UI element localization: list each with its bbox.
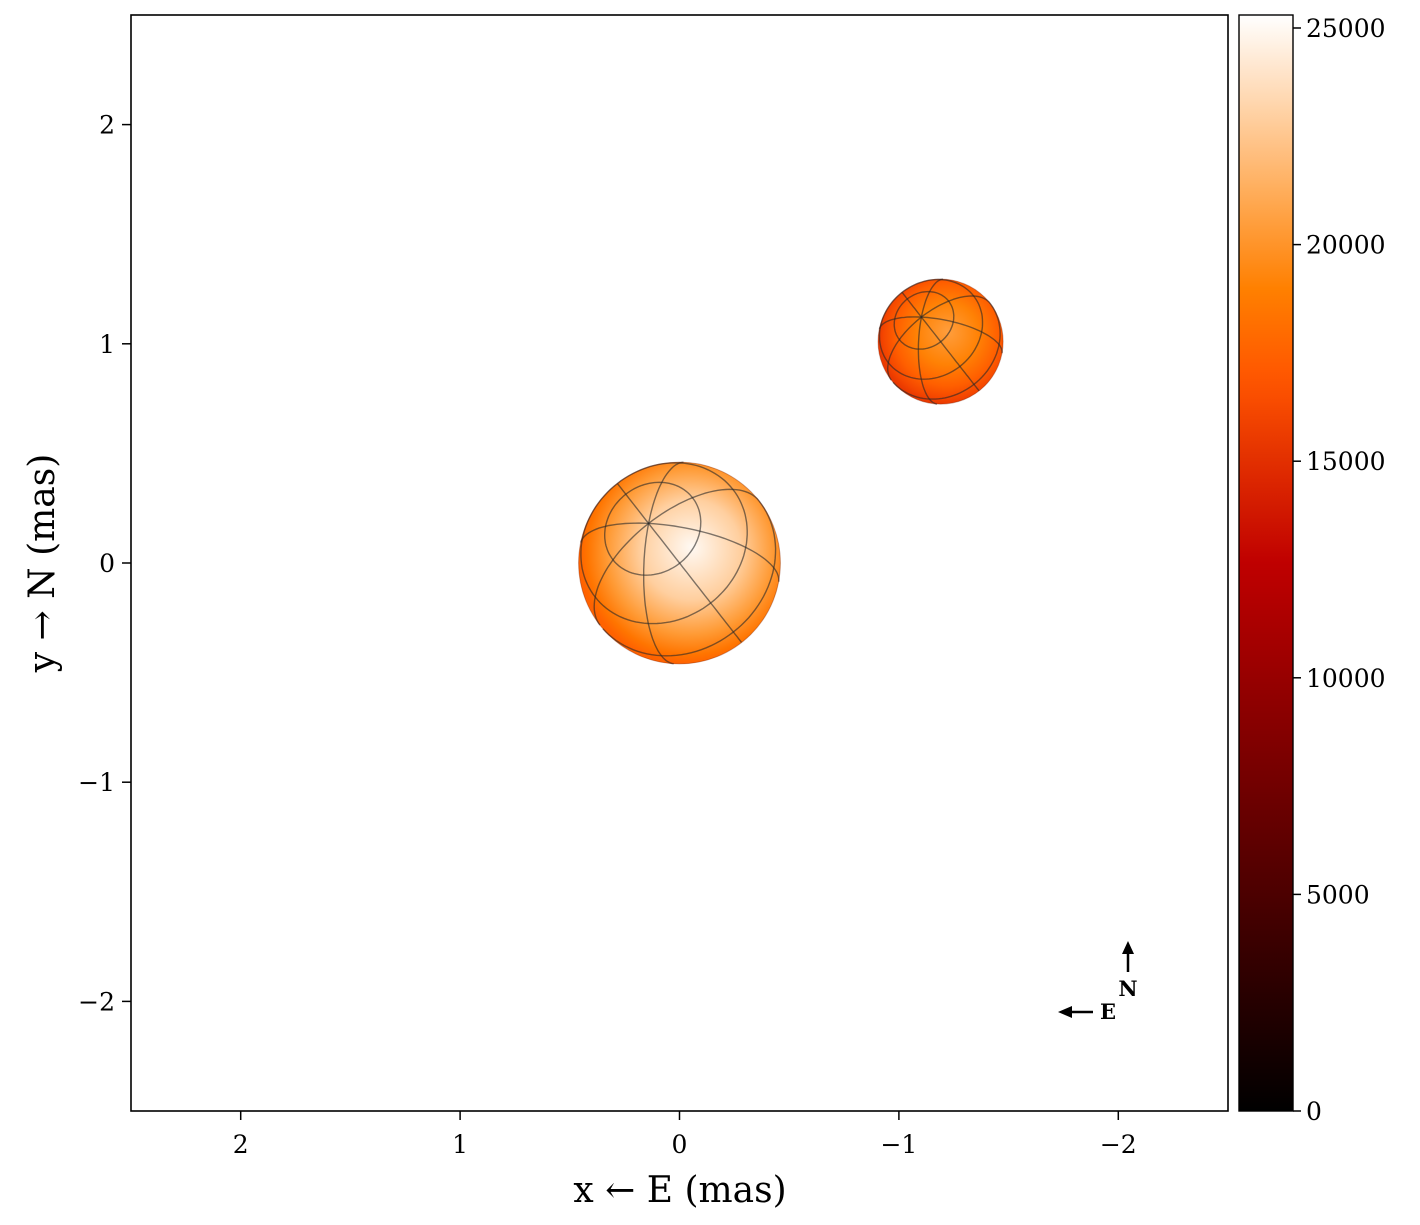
colorbar-ticks: 0 5000 10000 15000 20000 25000 <box>1293 14 1386 1126</box>
compass: N E <box>1058 941 1138 1024</box>
x-tick-label: 0 <box>672 1130 688 1159</box>
colorbar-tick-label: 20000 <box>1306 231 1386 260</box>
star-grid-line <box>917 278 944 405</box>
y-axis-ticks: 2 1 0 −1 −2 <box>78 111 131 1016</box>
star-secondary <box>877 278 1004 405</box>
x-tick-label: 1 <box>452 1130 468 1159</box>
star-grid-line <box>878 316 1003 354</box>
star-grid-line <box>901 291 980 392</box>
y-tick-label: −1 <box>78 768 115 797</box>
star-grid-line <box>616 483 743 643</box>
y-tick-label: 0 <box>99 549 115 578</box>
star-limb <box>578 461 781 665</box>
star-grid-line <box>580 522 780 582</box>
star-primary <box>578 461 781 665</box>
x-tick-label: −2 <box>1100 1130 1137 1159</box>
colorbar-tick-label: 25000 <box>1306 14 1386 43</box>
x-tick-label: −1 <box>880 1130 917 1159</box>
colorbar-tick-label: 0 <box>1306 1097 1322 1126</box>
x-axis-label: x ← E (mas) <box>573 1170 786 1211</box>
colorbar <box>1239 15 1293 1111</box>
colorbar-tick-label: 5000 <box>1306 880 1370 909</box>
star-limb <box>877 278 1004 405</box>
north-arrowhead <box>1122 941 1134 954</box>
colorbar-tick-label: 10000 <box>1306 664 1386 693</box>
colorbar-tick-label: 15000 <box>1306 447 1386 476</box>
stars-layer <box>578 278 1004 665</box>
colorbar-frame <box>1238 14 1294 1112</box>
x-tick-label: 2 <box>233 1130 249 1159</box>
y-tick-label: 1 <box>99 330 115 359</box>
compass-north-label: N <box>1118 976 1137 1001</box>
compass-east-label: E <box>1100 999 1116 1024</box>
y-tick-label: 2 <box>99 111 115 140</box>
y-tick-label: −2 <box>78 987 115 1016</box>
east-arrowhead <box>1058 1006 1072 1018</box>
x-axis-ticks: 2 1 0 −1 −2 <box>233 1111 1137 1159</box>
y-axis-label: y → N (mas) <box>22 454 63 674</box>
star-grid-line <box>643 461 684 665</box>
